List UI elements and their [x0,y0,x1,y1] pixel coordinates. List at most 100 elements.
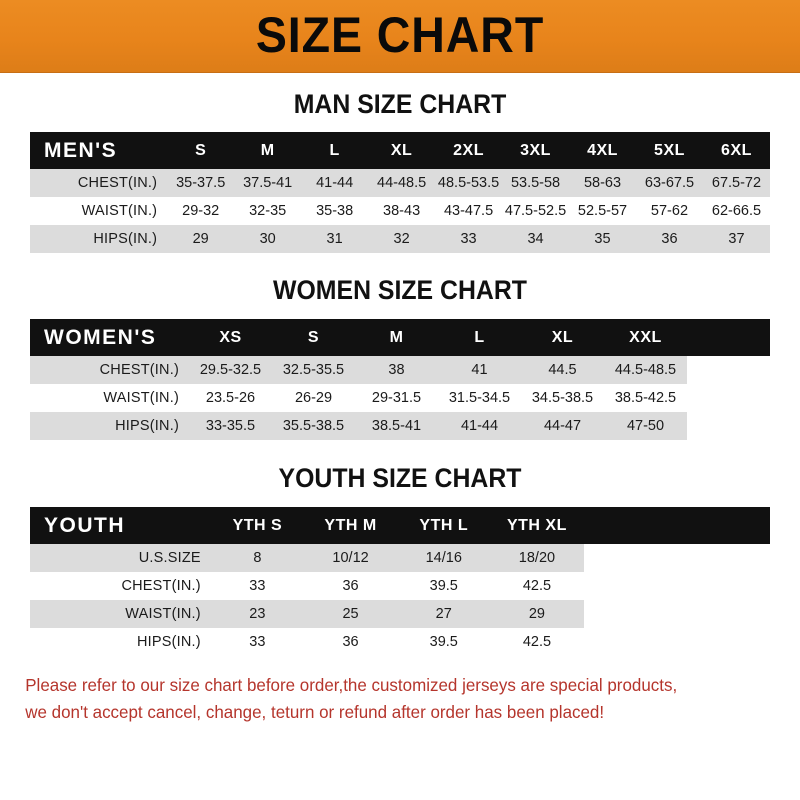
table-cell: 29.5-32.5 [188,356,272,384]
table-row: CHEST(IN.) 29.5-32.5 32.5-35.5 38 41 44.5 44.5… [30,356,770,384]
table-cell: 26-29 [271,384,355,412]
women-row-label-3: HIPS(IN.) [30,412,189,440]
man-table-wrapper: MEN'S S M L XL 2XL 3XL 4XL 5XL 6XL CHEST(IN.) 35-37… [0,132,800,253]
table-cell-filler [687,412,770,440]
page-title: SIZE CHART [255,7,545,63]
table-cell-filler [677,572,770,600]
man-size-header-3: L [329,141,340,159]
table-cell: 27 [397,600,491,628]
table-cell: 44-47 [520,412,604,440]
youth-row-label-1: U.S.SIZE [30,544,211,572]
table-cell: 23 [210,600,304,628]
table-row: WAIST(IN.) 23 25 27 29 [30,600,770,628]
table-cell: 35.5-38.5 [271,412,355,440]
table-cell: 8 [210,544,304,572]
table-row: HIPS(IN.) 29 30 31 32 33 34 35 36 37 [30,225,770,253]
youth-header-filler [677,507,770,544]
table-cell: 37 [702,225,770,253]
table-cell: 38.5-42.5 [603,384,687,412]
youth-row-label-4: HIPS(IN.) [30,628,211,656]
man-size-table: MEN'S S M L XL 2XL 3XL 4XL 5XL 6XL CHEST(IN.) 35-37… [30,132,770,253]
table-cell: 47-50 [603,412,687,440]
table-cell: 38 [354,356,438,384]
youth-size-header-3: YTH L [419,516,469,534]
youth-table-body: YOUTH YTH S YTH M YTH L YTH XL U.S.SIZE 8 10/12… [30,507,770,656]
youth-row-label-header: YOUTH [44,513,125,537]
table-cell: 23.5-26 [188,384,272,412]
table-cell: 38.5-41 [354,412,438,440]
table-cell-filler [677,628,770,656]
man-row-label-1: CHEST(IN.) [30,169,168,197]
table-cell: 31 [301,225,369,253]
table-cell-filler [584,600,677,628]
women-table-header-row: WOMEN'S XS S M L XL XXL [30,319,770,356]
table-cell: 14/16 [397,544,491,572]
table-cell: 41-44 [437,412,521,440]
table-cell: 63-67.5 [635,169,703,197]
women-row-label-1: CHEST(IN.) [30,356,189,384]
table-cell: 29-32 [167,197,235,225]
table-row: U.S.SIZE 8 10/12 14/16 18/20 [30,544,770,572]
women-table-body: WOMEN'S XS S M L XL XXL CHEST(IN.) 29.5-32.5 32.5… [30,319,770,440]
man-row-label-3: HIPS(IN.) [30,225,168,253]
women-size-header-3: M [389,328,404,346]
table-cell: 58-63 [569,169,636,197]
youth-row-label-2: CHEST(IN.) [30,572,211,600]
women-size-header-5: XL [551,328,574,346]
footer-note-line-1: Please refer to our size chart before or… [25,675,678,695]
man-table-header-row: MEN'S S M L XL 2XL 3XL 4XL 5XL 6XL [30,132,770,169]
table-cell: 43-47.5 [435,197,503,225]
table-cell: 36 [303,572,398,600]
table-cell: 39.5 [397,572,491,600]
man-size-header-8: 5XL [654,141,685,159]
man-row-label-header: MEN'S [44,138,118,162]
man-row-label-2: WAIST(IN.) [30,197,168,225]
youth-size-table: YOUTH YTH S YTH M YTH L YTH XL U.S.SIZE 8 10/12… [30,507,770,656]
table-cell: 29-31.5 [354,384,438,412]
table-row: WAIST(IN.) 29-32 32-35 35-38 38-43 43-47.5 47.… [30,197,770,225]
table-cell: 53.5-58 [502,169,570,197]
man-table-body: MEN'S S M L XL 2XL 3XL 4XL 5XL 6XL CHEST(IN.) 35-37… [30,132,770,253]
table-cell: 42.5 [490,572,584,600]
youth-row-label-3: WAIST(IN.) [30,600,211,628]
youth-table-header-row: YOUTH YTH S YTH M YTH L YTH XL [30,507,770,544]
table-cell-filler [584,628,677,656]
table-cell: 33 [210,628,304,656]
table-row: WAIST(IN.) 23.5-26 26-29 29-31.5 31.5-34.5 34… [30,384,770,412]
table-cell: 29 [167,225,235,253]
man-size-header-4: XL [390,141,413,159]
table-cell: 39.5 [397,628,491,656]
section-title-youth: YOUTH SIZE CHART [278,463,522,493]
table-cell: 44.5-48.5 [603,356,687,384]
man-size-header-1: S [195,141,207,159]
table-cell-filler [584,544,677,572]
man-size-header-7: 4XL [587,141,618,159]
table-cell: 52.5-57 [569,197,636,225]
youth-header-filler [584,507,677,544]
youth-size-header-4: YTH XL [506,516,567,534]
table-cell: 33 [210,572,304,600]
table-cell: 47.5-52.5 [502,197,570,225]
women-table-wrapper: WOMEN'S XS S M L XL XXL CHEST(IN.) 29.5-32.5 32.5… [0,319,800,440]
table-cell: 29 [490,600,584,628]
table-cell-filler [687,384,770,412]
youth-size-header-1: YTH S [232,516,283,534]
table-row: HIPS(IN.) 33 36 39.5 42.5 [30,628,770,656]
table-cell: 10/12 [303,544,398,572]
table-cell: 32.5-35.5 [271,356,355,384]
table-cell: 35-38 [301,197,369,225]
section-title-women: WOMEN SIZE CHART [273,275,527,305]
youth-table-wrapper: YOUTH YTH S YTH M YTH L YTH XL U.S.SIZE 8 10/12… [0,507,800,656]
table-cell: 37.5-41 [234,169,302,197]
table-cell: 35-37.5 [167,169,235,197]
table-cell: 57-62 [635,197,703,225]
women-size-header-4: L [474,328,485,346]
table-cell: 31.5-34.5 [437,384,521,412]
table-cell: 25 [303,600,398,628]
women-header-filler [687,319,770,356]
table-cell-filler [677,544,770,572]
section-title-man: MAN SIZE CHART [293,89,507,119]
table-cell: 33 [435,225,503,253]
table-cell: 42.5 [490,628,584,656]
